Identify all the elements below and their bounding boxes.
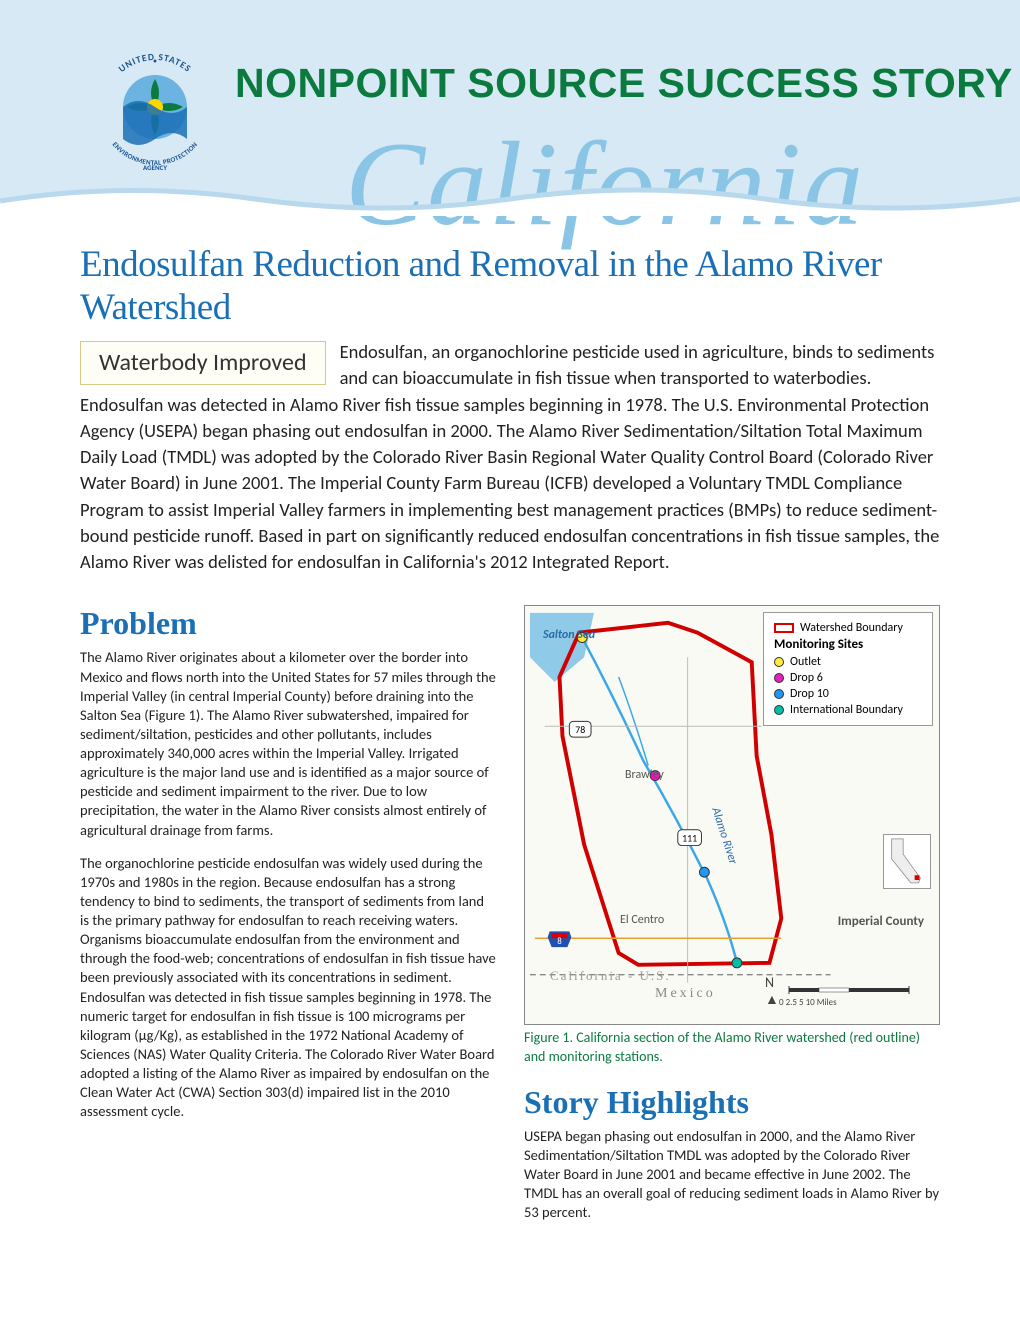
inset-california-map	[883, 834, 931, 889]
article-subtitle: Endosulfan Reduction and Removal in the …	[80, 243, 940, 329]
content-area: Endosulfan Reduction and Removal in the …	[0, 243, 1020, 1236]
waterbody-badge: Waterbody Improved	[80, 341, 326, 385]
legend-item: Drop 10	[774, 687, 922, 701]
watershed-map: 78 111 8 Watershed Boundary Monitoring S…	[524, 605, 940, 1025]
legend-boundary-label: Watershed Boundary	[800, 621, 903, 635]
intro-text: Waterbody Improved Endosulfan, an organo…	[80, 339, 940, 575]
right-column: 78 111 8 Watershed Boundary Monitoring S…	[524, 605, 940, 1236]
label-california: California - U.S.	[550, 968, 671, 984]
problem-para1: The Alamo River originates about a kilom…	[80, 648, 496, 839]
highlights-para1: USEPA began phasing out endosulfan in 20…	[524, 1127, 940, 1223]
legend-title: Monitoring Sites	[774, 637, 922, 652]
problem-para2: The organochlorine pesticide endosulfan …	[80, 854, 496, 1122]
figure-caption: Figure 1. California section of the Alam…	[524, 1029, 940, 1065]
scale-bar: 0 2.5 5 10 Miles N▲	[779, 982, 919, 1002]
label-mexico: Mexico	[655, 986, 716, 1002]
highlights-heading: Story Highlights	[524, 1084, 940, 1121]
left-column: Problem The Alamo River originates about…	[80, 605, 496, 1236]
legend-item: International Boundary	[774, 703, 922, 717]
svg-text:AGENCY: AGENCY	[143, 163, 167, 172]
two-column-layout: Problem The Alamo River originates about…	[80, 605, 940, 1236]
legend-item: Outlet	[774, 655, 922, 669]
map-legend: Watershed Boundary Monitoring Sites Outl…	[763, 612, 933, 726]
label-elcentro: El Centro	[620, 913, 664, 927]
label-imperial: Imperial County	[838, 914, 924, 929]
svg-text:78: 78	[575, 725, 585, 737]
svg-text:•: •	[153, 56, 157, 65]
label-salton: Salton Sea	[543, 628, 595, 642]
header-band: UNITED STATES ENVIRONMENTAL PROTECTION •…	[0, 0, 1020, 215]
label-brawley: Brawley	[625, 768, 664, 782]
main-title: NONPOINT SOURCE SUCCESS STORY	[235, 60, 1013, 107]
legend-item: Drop 6	[774, 671, 922, 685]
svg-text:111: 111	[682, 833, 697, 845]
wave-divider	[0, 181, 1020, 216]
intro-section: Waterbody Improved Endosulfan, an organo…	[80, 339, 940, 575]
epa-logo: UNITED STATES ENVIRONMENTAL PROTECTION •…	[90, 45, 220, 175]
svg-text:8: 8	[557, 938, 562, 948]
problem-heading: Problem	[80, 605, 496, 642]
